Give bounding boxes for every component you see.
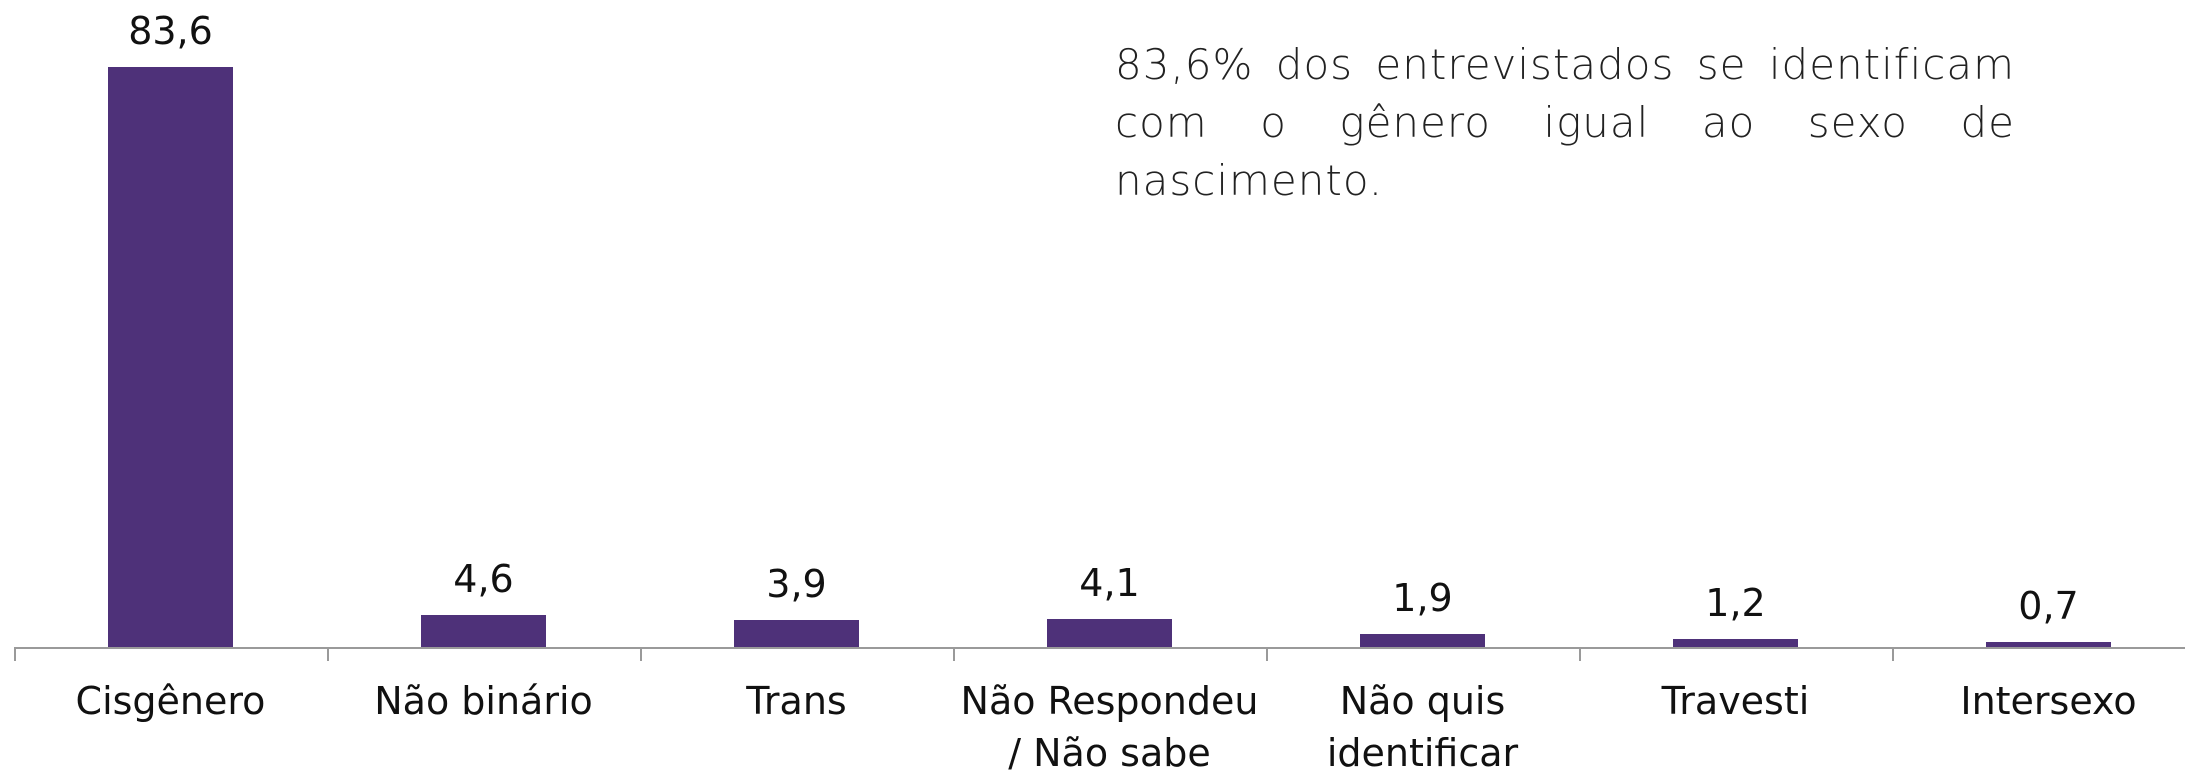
bar [1360,634,1485,647]
bar [1047,619,1172,647]
bar [734,620,859,647]
bar [108,67,233,647]
x-tick-label: Travesti [1586,675,1886,727]
axis-tick [953,647,955,661]
data-label: 4,6 [327,557,640,601]
axis-tick [1579,647,1581,661]
x-tick-label: Intersexo [1899,675,2185,727]
data-label: 0,7 [1892,584,2185,628]
x-tick-label: Não binário [334,675,634,727]
bar [421,615,546,647]
bar [1986,642,2111,647]
data-label: 83,6 [14,9,327,53]
data-label: 3,9 [640,562,953,606]
data-label: 1,2 [1579,581,1892,625]
axis-tick [14,647,16,661]
axis-tick [1892,647,1894,661]
axis-tick [1266,647,1268,661]
data-label: 4,1 [953,561,1266,605]
x-axis [14,647,2185,649]
bar [1673,639,1798,647]
x-tick-label: Trans [647,675,947,727]
x-tick-label: Não quis identificar [1273,675,1573,779]
x-tick-label: Não Respondeu / Não sabe [960,675,1260,779]
axis-tick [640,647,642,661]
axis-tick [327,647,329,661]
data-label: 1,9 [1266,576,1579,620]
x-tick-label: Cisgênero [21,675,321,727]
annotation: 83,6% dos entrevistados se identificam c… [1115,36,2015,210]
